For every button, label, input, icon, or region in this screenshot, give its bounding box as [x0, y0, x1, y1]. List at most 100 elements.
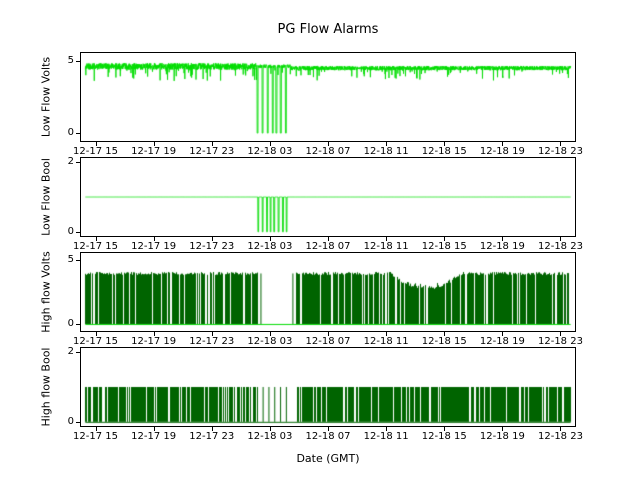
xtick-label-low-flow-volts-6: 12-18 15: [421, 146, 467, 157]
xtick-label-high-flow-bool-2: 12-17 23: [189, 431, 235, 442]
xtick-mark: [328, 142, 329, 146]
xtick-mark: [153, 237, 155, 241]
ytick-mark: [76, 260, 80, 262]
xtick-mark: [386, 332, 388, 336]
xtick-label-low-flow-volts-5: 12-18 11: [363, 146, 409, 157]
xtick-mark: [502, 237, 504, 241]
xtick-label-low-flow-bool-5: 12-18 11: [363, 241, 409, 252]
ytick-label-low-flow-bool-2: 2: [67, 156, 74, 168]
axes-low-flow-bool: [80, 157, 576, 237]
xtick-label-high-flow-bool-0: 12-17 15: [73, 431, 118, 442]
xtick-mark: [444, 332, 446, 336]
xtick-label-low-flow-bool-3: 12-18 03: [247, 241, 293, 252]
chart-title: PG Flow Alarms: [277, 22, 379, 37]
xtick-mark: [269, 332, 271, 336]
plot-area-low-flow-bool: [81, 158, 575, 236]
xtick-mark: [211, 427, 213, 431]
ytick-mark: [76, 421, 80, 423]
xtick-label-high-flow-bool-8: 12-18 23: [537, 431, 583, 442]
xtick-label-high-flow-volts-6: 12-18 15: [421, 336, 467, 347]
xtick-mark: [153, 332, 155, 336]
xtick-label-low-flow-bool-0: 12-17 15: [73, 241, 118, 252]
xtick-mark: [95, 332, 97, 336]
xtick-label-low-flow-volts-7: 12-18 19: [479, 146, 525, 157]
plot-area-low-flow-volts: [81, 53, 575, 141]
axes-high-flow-bool: [80, 347, 576, 427]
x-axis-label: Date (GMT): [296, 452, 360, 465]
xtick-label-low-flow-volts-3: 12-18 03: [247, 146, 293, 157]
xtick-label-low-flow-volts-1: 12-17 19: [131, 146, 177, 157]
xtick-label-high-flow-volts-1: 12-17 19: [131, 336, 177, 347]
y-axis-label-high-flow-volts: High flow Volts: [39, 251, 53, 333]
xtick-mark: [560, 427, 562, 431]
xtick-mark: [211, 142, 213, 146]
xtick-mark: [444, 237, 446, 241]
xtick-mark: [560, 237, 562, 241]
xtick-label-high-flow-volts-2: 12-17 23: [189, 336, 235, 347]
xtick-label-low-flow-volts-2: 12-17 23: [189, 146, 235, 157]
xtick-label-high-flow-bool-5: 12-18 11: [363, 431, 409, 442]
xtick-label-high-flow-bool-7: 12-18 19: [479, 431, 525, 442]
xtick-label-high-flow-bool-4: 12-18 07: [305, 431, 351, 442]
xtick-mark: [328, 237, 329, 241]
ytick-label-low-flow-volts-0: 0: [67, 127, 74, 139]
ytick-mark: [76, 352, 80, 354]
xtick-label-low-flow-volts-0: 12-17 15: [73, 146, 118, 157]
xtick-label-high-flow-bool-3: 12-18 03: [247, 431, 293, 442]
ytick-label-high-flow-bool-2: 2: [67, 346, 74, 358]
xtick-label-high-flow-volts-8: 12-18 23: [537, 336, 583, 347]
xtick-mark: [211, 332, 213, 336]
xtick-mark: [153, 142, 155, 146]
xtick-label-low-flow-bool-2: 12-17 23: [189, 241, 235, 252]
xtick-label-low-flow-volts-4: 12-18 07: [305, 146, 351, 157]
xtick-label-high-flow-volts-0: 12-17 15: [73, 336, 118, 347]
xtick-mark: [269, 237, 271, 241]
xtick-label-low-flow-bool-4: 12-18 07: [305, 241, 351, 252]
plot-area-high-flow-bool: [81, 348, 575, 426]
xtick-label-high-flow-bool-1: 12-17 19: [131, 431, 177, 442]
plot-area-high-flow-volts: [81, 253, 575, 331]
xtick-mark: [95, 237, 97, 241]
xtick-label-high-flow-volts-5: 12-18 11: [363, 336, 409, 347]
xtick-mark: [153, 427, 155, 431]
axes-low-flow-volts: [80, 52, 576, 142]
xtick-mark: [386, 142, 388, 146]
xtick-label-low-flow-volts-8: 12-18 23: [537, 146, 583, 157]
xtick-label-high-flow-volts-4: 12-18 07: [305, 336, 351, 347]
xtick-mark: [444, 427, 446, 431]
xtick-mark: [502, 427, 504, 431]
y-axis-label-high-flow-bool: High flow Bool: [39, 347, 53, 427]
xtick-label-low-flow-bool-7: 12-18 19: [479, 241, 525, 252]
xtick-mark: [560, 142, 562, 146]
y-axis-label-low-flow-volts: Low Flow Volts: [39, 56, 53, 138]
ytick-mark: [76, 162, 80, 164]
xtick-mark: [386, 427, 388, 431]
ytick-mark: [76, 60, 80, 62]
ytick-label-high-flow-bool-0: 0: [67, 415, 74, 427]
xtick-mark: [386, 237, 388, 241]
xtick-mark: [502, 142, 504, 146]
xtick-label-high-flow-volts-7: 12-18 19: [479, 336, 525, 347]
ytick-label-low-flow-volts-5: 5: [67, 54, 74, 66]
xtick-mark: [444, 142, 446, 146]
xtick-mark: [328, 427, 329, 431]
xtick-mark: [560, 332, 562, 336]
xtick-mark: [328, 332, 329, 336]
ytick-label-high-flow-volts-0: 0: [67, 317, 74, 329]
ytick-label-low-flow-bool-0: 0: [67, 225, 74, 237]
xtick-label-low-flow-bool-6: 12-18 15: [421, 241, 467, 252]
xtick-mark: [95, 142, 97, 146]
xtick-label-low-flow-bool-8: 12-18 23: [537, 241, 583, 252]
y-axis-label-low-flow-bool: Low Flow Bool: [39, 158, 53, 236]
xtick-mark: [269, 427, 271, 431]
ytick-mark: [76, 323, 80, 325]
xtick-label-high-flow-bool-6: 12-18 15: [421, 431, 467, 442]
axes-high-flow-volts: [80, 252, 576, 332]
xtick-mark: [269, 142, 271, 146]
ytick-mark: [76, 231, 80, 233]
xtick-label-low-flow-bool-1: 12-17 19: [131, 241, 177, 252]
xtick-mark: [95, 427, 97, 431]
xtick-label-high-flow-volts-3: 12-18 03: [247, 336, 293, 347]
xtick-mark: [502, 332, 504, 336]
xtick-mark: [211, 237, 213, 241]
